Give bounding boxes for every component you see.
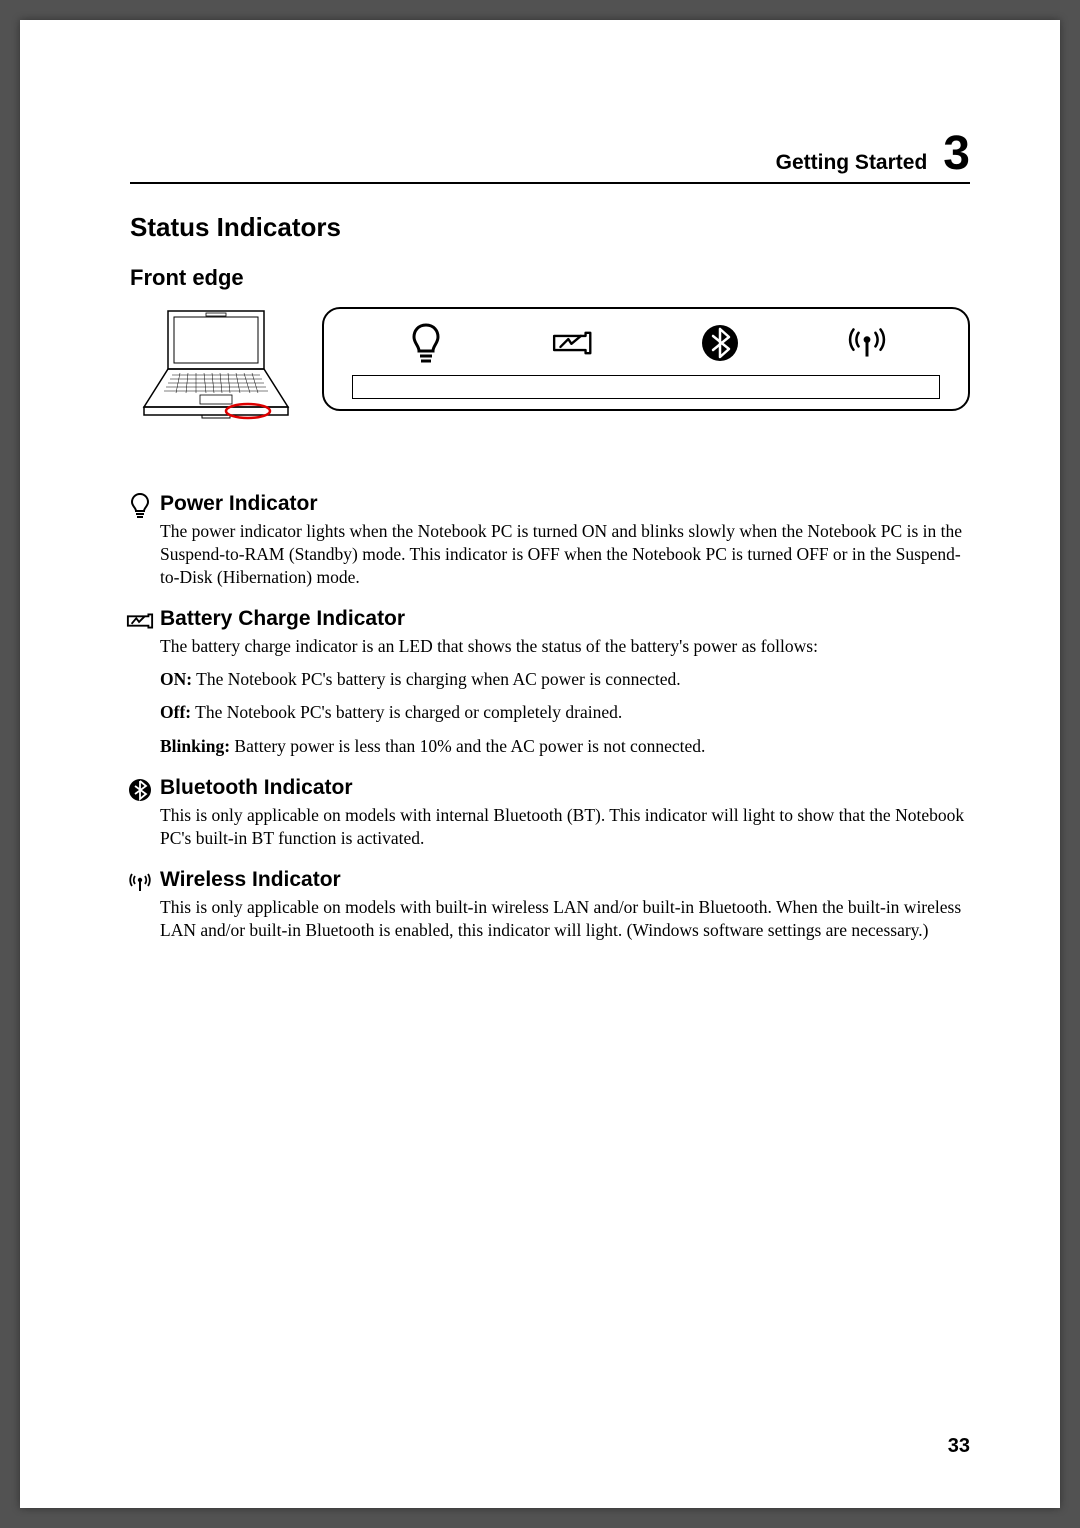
bluetooth-icon [698,321,742,365]
section-battery-indicator: Battery Charge Indicator The battery cha… [130,607,970,757]
page-header: Getting Started 3 [130,130,970,184]
section-power-indicator: Power Indicator The power indicator ligh… [130,492,970,589]
indicator-icon-panel [322,307,970,411]
header-chapter-title: Getting Started [776,151,928,175]
power-icon [404,321,448,365]
indicator-icon-row [352,321,940,365]
section-bluetooth-indicator: Bluetooth Indicator This is only applica… [130,776,970,850]
document-page: Getting Started 3 Status Indicators Fron… [20,20,1060,1508]
off-label: Off: [160,702,191,722]
heading-front-edge: Front edge [130,265,970,291]
battery-blinking-line: Blinking: Battery power is less than 10%… [160,735,970,758]
section-title: Power Indicator [160,492,970,516]
battery-on-line: ON: The Notebook PC's battery is chargin… [160,668,970,691]
off-text: The Notebook PC's battery is charged or … [191,702,622,722]
section-body: This is only applicable on models with b… [160,896,970,942]
indicator-label-bar [352,375,940,399]
blinking-label: Blinking: [160,736,230,756]
heading-status-indicators: Status Indicators [130,212,970,243]
section-body: The power indicator lights when the Note… [160,520,970,589]
bluetooth-icon [126,776,154,804]
indicator-figure-row [130,307,970,432]
section-wireless-indicator: Wireless Indicator This is only applicab… [130,868,970,942]
wireless-icon [126,868,154,896]
wireless-icon [845,321,889,365]
section-body: This is only applicable on models with i… [160,804,970,850]
laptop-diagram [130,307,300,432]
blinking-text: Battery power is less than 10% and the A… [230,736,705,756]
battery-icon [551,321,595,365]
section-title: Wireless Indicator [160,868,970,892]
battery-intro: The battery charge indicator is an LED t… [160,635,970,658]
section-title: Battery Charge Indicator [160,607,970,631]
battery-icon [126,607,154,635]
on-text: The Notebook PC's battery is charging wh… [192,669,681,689]
header-chapter-number: 3 [943,130,970,178]
on-label: ON: [160,669,192,689]
power-icon [126,492,154,520]
battery-off-line: Off: The Notebook PC's battery is charge… [160,701,970,724]
page-number: 33 [948,1435,970,1458]
section-title: Bluetooth Indicator [160,776,970,800]
